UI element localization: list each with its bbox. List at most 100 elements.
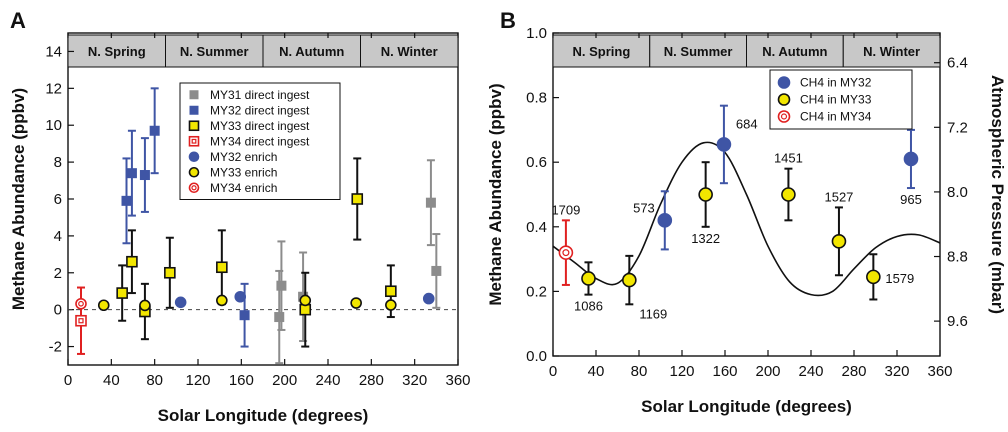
data-point (216, 261, 228, 274)
point-label: 1169 (639, 306, 667, 321)
data-point (431, 265, 442, 276)
legend-marker (188, 151, 200, 163)
data-point (75, 297, 87, 310)
season-label: N. Spring (572, 44, 630, 59)
pressure-curve (552, 141, 941, 297)
x-tick-label: 120 (185, 372, 210, 389)
data-point (831, 234, 847, 249)
panel-a: A N. Spring N. Summer N. Autumn N. Winter 0 4… (9, 8, 471, 425)
data-point (239, 310, 250, 321)
data-point (866, 269, 881, 285)
legend-marker (777, 110, 791, 123)
data-point (299, 294, 312, 307)
legend-label: MY31 direct ingest (210, 88, 310, 102)
y-tick-label: 0.4 (526, 219, 547, 236)
y-tick-label: 14 (45, 43, 62, 60)
legend-label: MY32 direct ingest (210, 103, 310, 117)
season-label: N. Summer (180, 44, 249, 59)
season-box (746, 34, 844, 68)
season-label: N. Autumn (762, 44, 827, 59)
legend-label: CH4 in MY34 (800, 110, 872, 124)
y2-axis-title: Atmospheric Pressure (mbar) (988, 75, 1007, 314)
data-point (216, 294, 228, 307)
data-point (276, 280, 287, 291)
y2-tick-label: 8.0 (947, 184, 968, 201)
x-tick-label: 240 (798, 363, 823, 380)
season-box (360, 34, 459, 68)
legend-marker-inner (191, 185, 197, 191)
y2-tick-label: 8.8 (947, 249, 968, 266)
data-point (174, 296, 187, 309)
season-label: N. Autumn (279, 44, 344, 59)
y-tick-label: 0.0 (526, 348, 547, 365)
season-box (67, 34, 166, 68)
data-point-inner (78, 318, 84, 324)
season-label: N. Winter (381, 44, 438, 59)
data-point (903, 151, 919, 167)
data-point (350, 297, 362, 309)
x-tick-label: 320 (402, 372, 427, 389)
point-label: 1451 (774, 151, 803, 166)
legend-marker (188, 166, 200, 178)
y-tick-label: 0.2 (526, 283, 547, 300)
data-point-inner (562, 249, 570, 257)
data-point (657, 213, 673, 228)
data-point (126, 168, 137, 179)
y-tick-label: 12 (45, 80, 62, 97)
data-point (164, 266, 176, 279)
x-tick-label: 0 (64, 372, 72, 389)
x-tick-label: 160 (712, 363, 737, 380)
point-label: 1579 (885, 271, 914, 286)
y-tick-label: 10 (45, 117, 62, 134)
y-tick-label: 8 (54, 154, 62, 171)
x-tick-label: 40 (103, 372, 120, 389)
data-point (558, 245, 574, 260)
y-axis-title: Methane Abundance (ppbv) (486, 83, 505, 305)
x-tick-label: 280 (359, 372, 384, 389)
x-tick-label: 40 (588, 363, 605, 380)
legend-marker (189, 90, 199, 100)
x-tick-label: 80 (631, 363, 648, 380)
y2-tick-label: 9.6 (947, 313, 968, 330)
data-point (781, 187, 796, 202)
y-tick-label: 0 (54, 302, 62, 319)
data-point (385, 285, 397, 298)
legend-marker (188, 135, 200, 147)
data-point-inner (78, 300, 84, 307)
x-tick-label: 120 (669, 363, 694, 380)
data-point (121, 195, 132, 206)
x-axis-title: Solar Longitude (degrees) (158, 406, 369, 425)
x-tick-label: 280 (841, 363, 866, 380)
x-axis-title: Solar Longitude (degrees) (641, 397, 852, 416)
legend-marker (777, 76, 791, 89)
data-point (351, 193, 364, 205)
legend-label: MY34 enrich (210, 181, 277, 195)
data-point (581, 271, 596, 286)
x-tick-label: 360 (927, 363, 952, 380)
legend-marker (189, 105, 199, 115)
legend-label: MY33 enrich (210, 165, 277, 179)
y-tick-label: 2 (54, 265, 62, 282)
legend-label: MY33 direct ingest (210, 119, 310, 133)
y-tick-label: 0.6 (526, 154, 547, 171)
panel-b: B N. Spring N. Summer N. Autumn N. Winter 0 4… (486, 8, 1007, 416)
data-point (149, 125, 160, 136)
data-point (422, 292, 435, 305)
data-point (385, 299, 397, 311)
season-label: N. Summer (664, 44, 733, 59)
point-label: 1709 (551, 202, 580, 217)
x-tick-label: 360 (445, 372, 470, 389)
point-label: 684 (736, 116, 758, 131)
season-box (165, 34, 264, 68)
y-tick-label: 1.0 (526, 25, 547, 42)
data-point (622, 272, 637, 288)
x-tick-label: 200 (755, 363, 780, 380)
data-point (698, 187, 713, 202)
data-point (116, 287, 128, 299)
point-label: 965 (900, 192, 922, 207)
season-box (552, 34, 651, 68)
legend-label: MY34 direct ingest (210, 134, 310, 148)
y-tick-label: 6 (54, 191, 62, 208)
